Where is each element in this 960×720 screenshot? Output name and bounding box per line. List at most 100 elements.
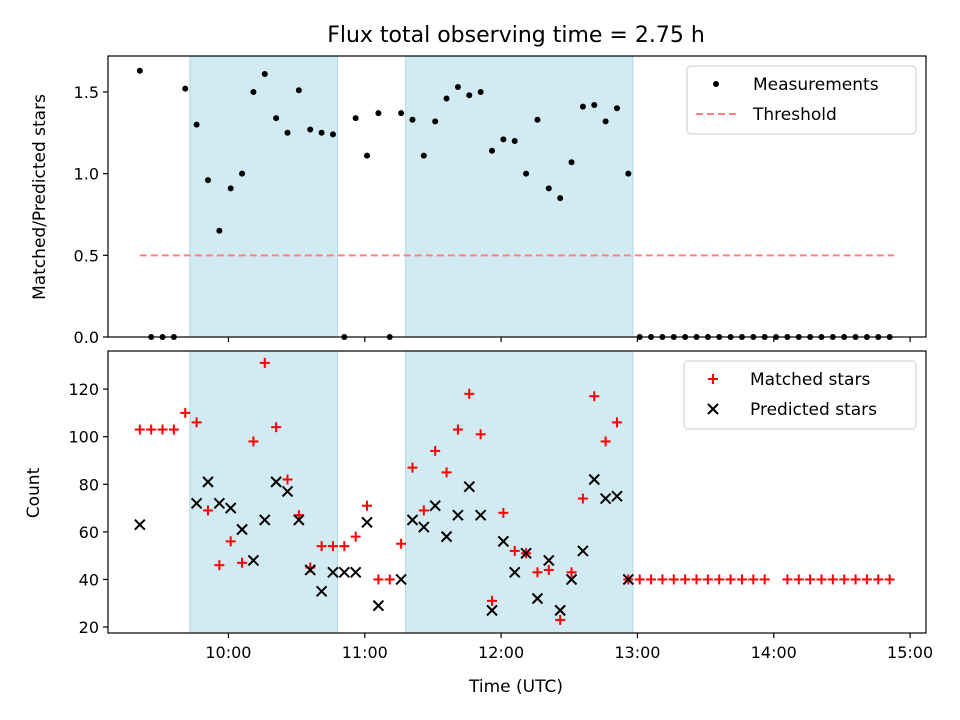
predicted-star-point — [395, 573, 407, 586]
predicted-star-mark — [622, 573, 635, 586]
matched-star-point — [282, 474, 293, 485]
predicted-star-point — [406, 514, 419, 526]
matched-star-point — [793, 574, 804, 585]
predicted-star-point — [259, 514, 271, 526]
predicted-star-point — [611, 490, 623, 502]
predicted-star-point — [440, 530, 453, 543]
measurement-point — [613, 105, 620, 112]
top-axes-frame — [107, 55, 927, 338]
predicted-star-point — [554, 604, 566, 617]
predicted-star-mark — [509, 566, 521, 579]
predicted-star-point — [577, 545, 589, 557]
predicted-star-mark — [293, 514, 305, 526]
measurement-point — [295, 87, 302, 94]
predicted-star-point — [588, 473, 600, 486]
measurement-point — [261, 70, 268, 77]
x-tick-label: 12:00 — [478, 643, 524, 662]
matched-star-point — [350, 531, 361, 542]
matched-star-point — [805, 574, 816, 585]
predicted-star-mark — [315, 585, 328, 598]
matched-star-point — [146, 424, 157, 435]
predicted-star-point — [315, 585, 328, 598]
matched-star-point — [702, 574, 713, 585]
measurement-point — [591, 102, 598, 109]
matched-star-point — [657, 574, 668, 585]
matched-star-point — [452, 424, 463, 435]
predicted-star-mark — [304, 564, 316, 576]
matched-star-point — [634, 574, 645, 585]
matched-star-point — [487, 595, 498, 606]
matched-star-point — [691, 574, 702, 585]
matched-star-point — [407, 462, 418, 473]
x-tick-label: 11:00 — [342, 643, 388, 662]
predicted-star-point — [372, 599, 385, 612]
matched-star-point — [396, 538, 407, 549]
matched-star-point — [589, 391, 600, 402]
measurement-point — [443, 95, 450, 102]
legend-box — [683, 360, 917, 430]
predicted-star-point — [509, 566, 521, 579]
matched-star-point — [827, 574, 838, 585]
predicted-star-mark — [281, 485, 294, 498]
observing-span — [405, 55, 634, 338]
predicted-star-point — [418, 521, 430, 533]
predicted-star-point — [236, 523, 248, 536]
measurement-point — [420, 152, 427, 159]
measurement-point — [352, 115, 359, 122]
predicted-star-mark — [372, 599, 385, 612]
matched-star-point — [373, 574, 384, 585]
measurement-point — [466, 92, 473, 99]
predicted-star-mark — [554, 604, 566, 617]
y-tick-label: 60 — [79, 523, 99, 542]
matched-star-point — [180, 407, 191, 418]
matched-star-point — [748, 574, 759, 585]
matched-star-point — [271, 422, 282, 433]
legend-predicted-marker — [707, 403, 719, 415]
predicted-star-point — [247, 554, 260, 567]
measurement-point — [489, 147, 496, 154]
predicted-star-mark — [395, 573, 407, 586]
measurement-point — [182, 85, 189, 92]
predicted-star-point — [543, 554, 555, 567]
measurement-point — [273, 115, 280, 122]
x-tick-label: 15:00 — [887, 643, 933, 662]
matched-star-point — [736, 574, 747, 585]
predicted-star-mark — [224, 502, 237, 514]
predicted-star-mark — [486, 604, 498, 617]
predicted-star-point — [327, 566, 339, 579]
predicted-star-point — [486, 604, 498, 617]
matched-star-point — [816, 574, 827, 585]
observing-span — [405, 350, 634, 634]
top-legend: Measurements Threshold — [686, 65, 917, 135]
measurement-point — [602, 118, 609, 125]
y-tick-label: 20 — [79, 618, 99, 637]
measurement-point — [477, 88, 484, 95]
x-tick-label: 14:00 — [751, 643, 797, 662]
predicted-star-mark — [247, 554, 260, 567]
predicted-star-mark — [588, 473, 600, 486]
measurement-point — [364, 152, 371, 159]
matched-star-point — [600, 436, 611, 447]
predicted-star-mark — [236, 523, 248, 536]
matched-star-point — [225, 536, 236, 547]
y-tick-label: 40 — [79, 570, 99, 589]
matched-star-point — [362, 500, 373, 511]
predicted-star-mark — [327, 566, 339, 579]
legend-label: Measurements — [753, 75, 879, 95]
measurement-point — [409, 116, 416, 123]
measurement-point — [216, 227, 223, 234]
predicted-star-mark — [338, 566, 351, 579]
predicted-star-point — [599, 492, 612, 505]
measurement-point — [534, 116, 541, 123]
matched-star-point — [384, 574, 395, 585]
predicted-star-mark — [259, 514, 271, 526]
predicted-star-point — [134, 519, 146, 531]
predicted-star-mark — [463, 480, 475, 493]
top-y-axis-label: Matched/Predicted stars — [30, 94, 50, 300]
matched-star-point — [680, 574, 691, 585]
matched-star-point — [157, 424, 168, 435]
predicted-star-point — [622, 573, 635, 586]
matched-star-point — [498, 507, 509, 518]
matched-star-point — [168, 424, 179, 435]
